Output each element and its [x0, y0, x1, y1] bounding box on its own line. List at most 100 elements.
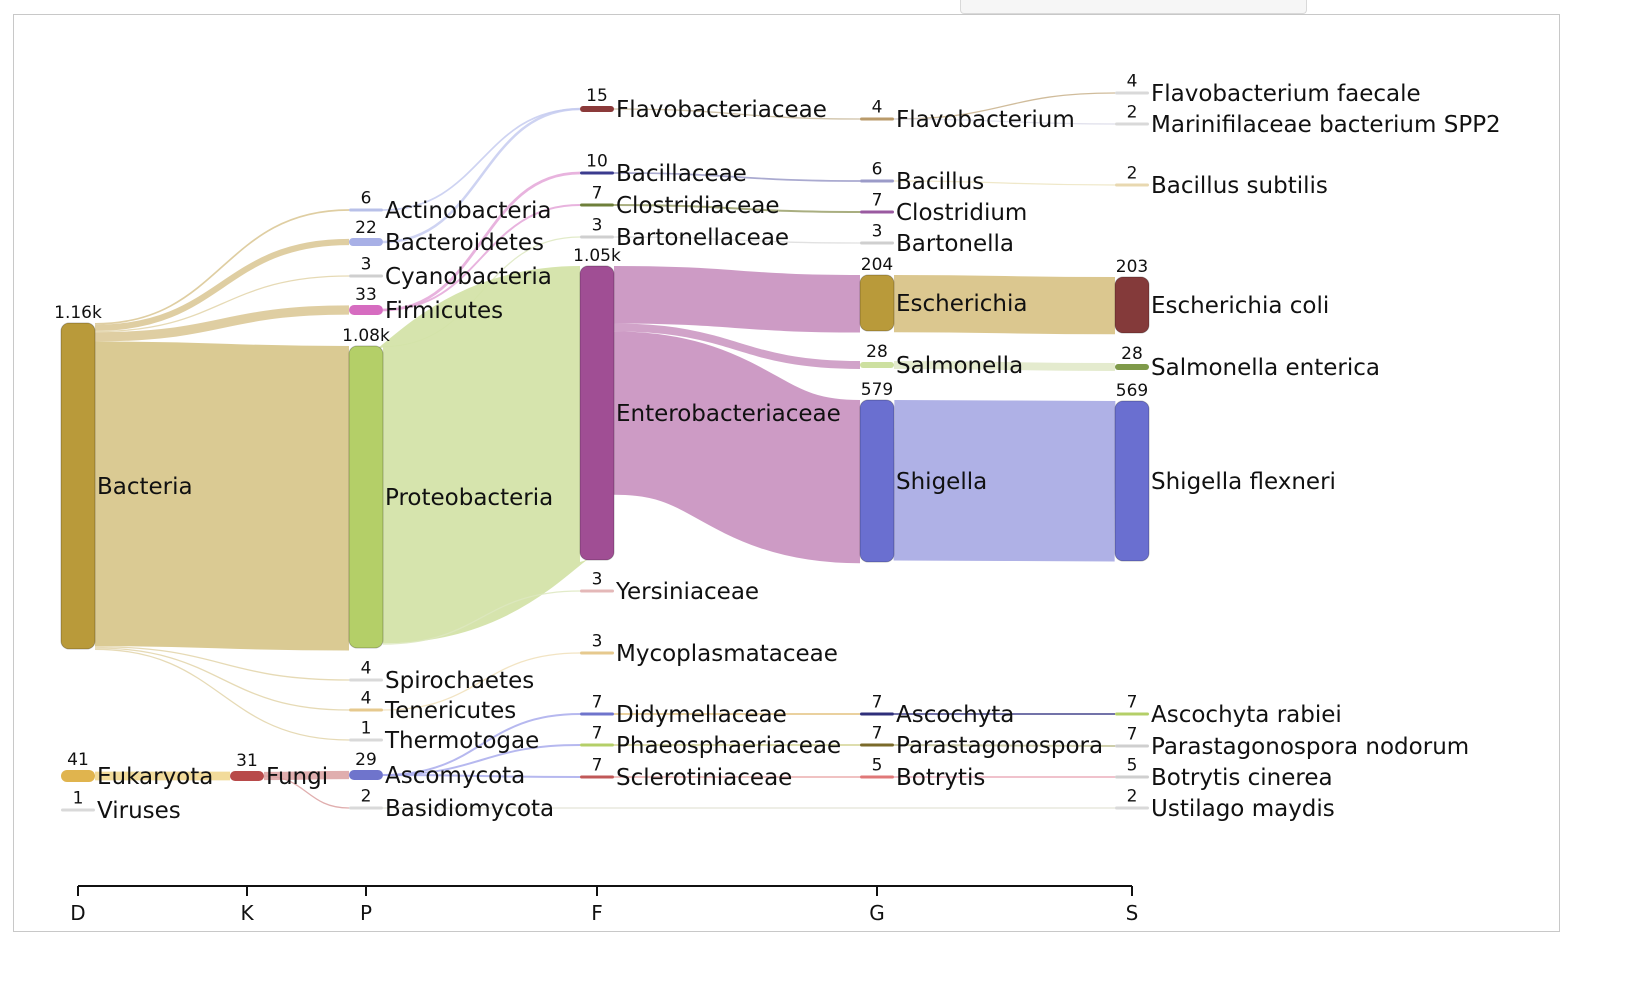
- node-didymellaceae[interactable]: [580, 712, 614, 716]
- link-bartonellaceae-to-bartonella[interactable]: [613, 236, 861, 244]
- node-ascochyta[interactable]: [860, 712, 894, 716]
- link-ascomycota-to-sclerotiniaceae[interactable]: [382, 774, 581, 778]
- axis-label-S[interactable]: S: [1126, 901, 1139, 925]
- link-flavobacterium-to-marinifilaceae_spp2[interactable]: [893, 118, 1116, 125]
- axis-label-K[interactable]: K: [240, 901, 254, 925]
- link-enterobacteriaceae-to-escherichia[interactable]: [613, 266, 861, 333]
- node-bacillaceae[interactable]: [580, 171, 614, 175]
- link-bacillus-to-bacillus_subtilis[interactable]: [893, 180, 1116, 186]
- link-bacteria-to-tenericutes[interactable]: [94, 647, 350, 711]
- node-fungi[interactable]: [230, 771, 264, 781]
- link-bacteria-to-proteobacteria[interactable]: [94, 341, 350, 651]
- link-proteobacteria-to-yersiniaceae[interactable]: [382, 590, 581, 645]
- node-ustilago_maydis[interactable]: [1115, 806, 1149, 810]
- link-fungi-to-ascomycota[interactable]: [263, 770, 350, 781]
- node-parastagonospora[interactable]: [860, 743, 894, 747]
- link-shigella-to-shigella_flexneri[interactable]: [893, 400, 1116, 562]
- node-shigella[interactable]: [859, 399, 895, 563]
- link-clostridiaceae-to-clostridium[interactable]: [613, 204, 861, 213]
- link-proteobacteria-to-enterobacteriaceae[interactable]: [369, 266, 594, 644]
- node-escherichia_coli[interactable]: [1114, 276, 1150, 334]
- link-parastagonospora-to-parastagonospora_nodorum[interactable]: [893, 744, 1116, 747]
- node-count-enterobacteriaceae: 1.05k: [573, 246, 621, 266]
- node-flavobacteriaceae[interactable]: [580, 106, 614, 112]
- link-actinobacteria-to-flavobacteriaceae[interactable]: [382, 108, 581, 211]
- node-basidiomycota[interactable]: [349, 806, 383, 810]
- node-tenericutes[interactable]: [349, 708, 383, 712]
- node-phaeosphaeriaceae[interactable]: [580, 743, 614, 747]
- node-flavobacterium[interactable]: [860, 117, 894, 121]
- node-cyanobacteria[interactable]: [349, 274, 383, 278]
- link-ascomycota-to-didymellaceae[interactable]: [382, 713, 581, 776]
- link-ascomycota-to-phaeosphaeriaceae[interactable]: [382, 744, 581, 776]
- node-proteobacteria[interactable]: [348, 345, 384, 649]
- node-label-bacteria: Bacteria: [97, 474, 193, 500]
- link-enterobacteriaceae-to-salmonella[interactable]: [613, 323, 861, 369]
- axis-label-D[interactable]: D: [70, 901, 85, 925]
- node-count-parastagonospora: 7: [872, 724, 883, 744]
- node-bartonella[interactable]: [860, 241, 894, 245]
- node-mycoplasmataceae[interactable]: [580, 651, 614, 655]
- node-label-botrytis: Botrytis: [896, 765, 985, 791]
- node-bacillus[interactable]: [860, 179, 894, 183]
- node-bacillus_subtilis[interactable]: [1115, 183, 1149, 187]
- node-botrytis_cinerea[interactable]: [1115, 775, 1149, 779]
- node-bartonellaceae[interactable]: [580, 235, 614, 239]
- node-label-tenericutes: Tenericutes: [384, 698, 516, 724]
- link-firmicutes-to-bacillaceae[interactable]: [382, 171, 581, 312]
- node-bacteria[interactable]: [60, 322, 96, 650]
- link-enterobacteriaceae-to-shigella[interactable]: [611, 331, 863, 564]
- node-sclerotiniaceae[interactable]: [580, 775, 614, 779]
- node-bacteroidetes[interactable]: [349, 238, 383, 246]
- node-label-fungi: Fungi: [266, 764, 328, 790]
- node-salmonella[interactable]: [860, 362, 894, 368]
- node-yersiniaceae[interactable]: [580, 589, 614, 593]
- axis-label-G[interactable]: G: [869, 901, 885, 925]
- link-flavobacteriaceae-to-flavobacterium[interactable]: [613, 108, 861, 120]
- node-actinobacteria[interactable]: [349, 208, 383, 212]
- node-count-bacillus_subtilis: 2: [1127, 164, 1138, 184]
- node-marinifilaceae_spp2[interactable]: [1115, 122, 1149, 126]
- node-label-yersiniaceae: Yersiniaceae: [615, 579, 759, 605]
- node-escherichia[interactable]: [859, 274, 895, 332]
- link-bacteria-to-spirochaetes[interactable]: [94, 646, 350, 681]
- link-bacteria-to-bacteroidetes[interactable]: [94, 238, 350, 331]
- node-eukaryota[interactable]: [61, 770, 95, 782]
- node-viruses[interactable]: [61, 808, 95, 812]
- link-firmicutes-to-clostridiaceae[interactable]: [382, 204, 581, 311]
- node-botrytis[interactable]: [860, 775, 894, 779]
- link-bacteria-to-thermotogae[interactable]: [94, 648, 350, 741]
- links-layer: [94, 92, 1116, 809]
- link-fungi-to-basidiomycota[interactable]: [263, 775, 350, 809]
- node-firmicutes[interactable]: [349, 305, 383, 315]
- axis-label-F[interactable]: F: [591, 901, 603, 925]
- node-clostridiaceae[interactable]: [580, 203, 614, 207]
- node-label-cyanobacteria: Cyanobacteria: [385, 264, 552, 290]
- node-ascochyta_rabiei[interactable]: [1115, 712, 1149, 716]
- node-ascomycota[interactable]: [349, 770, 383, 780]
- link-bacteroidetes-to-flavobacteriaceae[interactable]: [382, 107, 581, 244]
- node-label-salmonella_enterica: Salmonella enterica: [1151, 355, 1380, 381]
- node-thermotogae[interactable]: [349, 738, 383, 742]
- link-bacillaceae-to-bacillus[interactable]: [613, 172, 861, 182]
- node-shigella_flexneri[interactable]: [1114, 400, 1150, 562]
- link-flavobacterium-to-flavobacterium_faecale[interactable]: [893, 92, 1116, 120]
- link-escherichia-to-escherichia_coli[interactable]: [893, 275, 1116, 335]
- node-enterobacteriaceae[interactable]: [579, 265, 615, 561]
- link-salmonella-to-salmonella_enterica[interactable]: [893, 361, 1116, 371]
- link-bacteria-to-cyanobacteria[interactable]: [94, 275, 350, 333]
- node-label-phaeosphaeriaceae: Phaeosphaeriaceae: [616, 733, 841, 759]
- node-count-basidiomycota: 2: [361, 787, 372, 807]
- node-flavobacterium_faecale[interactable]: [1115, 91, 1149, 95]
- node-clostridium[interactable]: [860, 210, 894, 214]
- node-label-bacteroidetes: Bacteroidetes: [385, 230, 544, 256]
- axis-label-P[interactable]: P: [360, 901, 372, 925]
- node-salmonella_enterica[interactable]: [1115, 364, 1149, 370]
- link-bacteria-to-actinobacteria[interactable]: [94, 209, 350, 325]
- node-label-bacillus: Bacillus: [896, 169, 984, 195]
- link-tenericutes-to-mycoplasmataceae[interactable]: [382, 652, 581, 711]
- link-bacteria-to-firmicutes[interactable]: [94, 305, 350, 342]
- node-parastagonospora_nodorum[interactable]: [1115, 744, 1149, 748]
- node-spirochaetes[interactable]: [349, 678, 383, 682]
- node-count-botrytis: 5: [872, 756, 883, 776]
